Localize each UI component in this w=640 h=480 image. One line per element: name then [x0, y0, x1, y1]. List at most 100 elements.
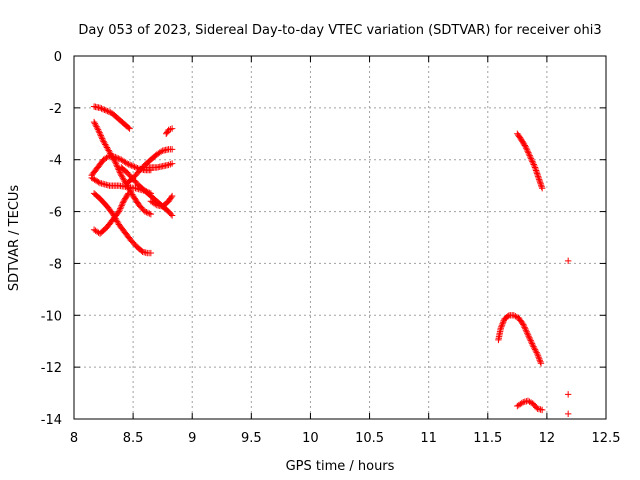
- data-point: [531, 344, 538, 352]
- data-point: [532, 165, 539, 173]
- data-point: [124, 191, 131, 198]
- x-tick-label: 11: [420, 431, 437, 446]
- data-point: [537, 182, 545, 189]
- data-point: [526, 334, 533, 341]
- data-point: [519, 319, 526, 327]
- data-point: [115, 208, 123, 215]
- x-tick-label: 8: [70, 431, 78, 446]
- data-point: [168, 192, 176, 200]
- data-point: [92, 121, 99, 129]
- data-point: [95, 127, 103, 135]
- x-tick-label: 9: [188, 431, 196, 446]
- data-point: [521, 324, 528, 331]
- data-point: [536, 357, 543, 364]
- data-point: [113, 161, 120, 169]
- y-tick-label: -12: [41, 361, 62, 376]
- data-point: [564, 391, 572, 398]
- data-point: [526, 152, 533, 159]
- data-point: [522, 325, 529, 333]
- data-point: [536, 355, 543, 362]
- data-point: [512, 312, 519, 320]
- data-point: [534, 171, 541, 179]
- data-point: [525, 149, 532, 156]
- data-point: [526, 335, 534, 343]
- data-point: [168, 146, 176, 153]
- data-point: [96, 129, 103, 136]
- data-point: [536, 179, 544, 186]
- data-point: [524, 331, 532, 338]
- data-point: [124, 160, 131, 167]
- data-point: [499, 320, 506, 327]
- data-point: [95, 178, 102, 186]
- data-point: [528, 340, 536, 347]
- data-point: [564, 410, 572, 418]
- data-point: [112, 160, 120, 167]
- data-point: [536, 177, 543, 185]
- data-point: [530, 343, 537, 350]
- data-point: [530, 161, 537, 168]
- data-point: [167, 210, 175, 218]
- data-point: [537, 358, 544, 365]
- data-point: [535, 176, 543, 183]
- data-point: [523, 145, 530, 152]
- series-track-i: [141, 160, 176, 171]
- data-point: [132, 164, 140, 171]
- data-point: [94, 124, 101, 132]
- data-point: [526, 398, 533, 405]
- data-point: [529, 341, 536, 349]
- data-point: [533, 349, 540, 356]
- data-point: [116, 169, 124, 176]
- series-track-n: [514, 397, 546, 414]
- x-tick-label: 8.5: [123, 431, 144, 446]
- y-tick-label: -14: [41, 413, 62, 428]
- y-tick-label: -10: [41, 309, 62, 324]
- data-point: [138, 247, 145, 254]
- data-point: [527, 155, 535, 162]
- data-point: [498, 322, 506, 329]
- gridlines: [74, 56, 606, 419]
- data-points: [88, 103, 572, 418]
- data-point: [523, 328, 530, 335]
- data-point: [105, 108, 113, 115]
- data-point: [534, 352, 542, 359]
- x-axis-title: GPS time / hours: [286, 459, 395, 474]
- data-point: [116, 206, 123, 214]
- data-point: [498, 323, 505, 330]
- data-point: [531, 346, 539, 353]
- data-point: [168, 125, 176, 132]
- plot-frame: [73, 55, 607, 420]
- data-point: [535, 174, 542, 182]
- data-point: [518, 399, 525, 407]
- series-track-j: [147, 192, 176, 210]
- data-point: [524, 147, 531, 155]
- data-point: [538, 183, 545, 190]
- data-point: [157, 148, 165, 155]
- x-tick-label: 12: [539, 431, 556, 446]
- data-point: [531, 162, 538, 170]
- data-point: [522, 143, 529, 150]
- data-point: [535, 354, 542, 361]
- y-tick-labels: 0 -2 -4 -6 -8 -10 -12 -14: [41, 50, 62, 428]
- data-point: [143, 209, 150, 216]
- series-track-f: [90, 190, 132, 237]
- x-tick-label: 11.5: [473, 431, 502, 446]
- data-point: [128, 162, 135, 169]
- data-point: [520, 321, 527, 328]
- series-track-m: [495, 312, 545, 367]
- data-point: [122, 159, 129, 166]
- data-point: [117, 203, 125, 211]
- data-point: [101, 106, 108, 114]
- data-point: [523, 146, 531, 153]
- data-point: [115, 155, 122, 162]
- data-point: [504, 313, 512, 320]
- data-point: [528, 156, 535, 164]
- data-point: [91, 120, 99, 127]
- series-track-e: [90, 190, 155, 257]
- y-tick-label: -4: [49, 154, 62, 169]
- data-point: [533, 168, 540, 176]
- data-point: [497, 325, 504, 332]
- data-point: [94, 126, 102, 133]
- data-point: [119, 199, 127, 206]
- data-point: [532, 347, 540, 355]
